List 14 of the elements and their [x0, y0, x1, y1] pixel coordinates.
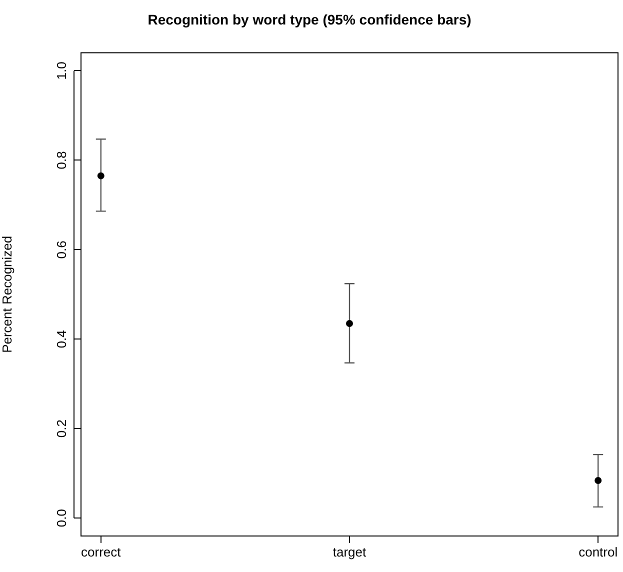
y-tick-label: 1.0: [54, 62, 70, 80]
x-tick-label: control: [578, 544, 618, 560]
point: [97, 172, 104, 180]
chart-title: Recognition by word type (95% confidence bars): [148, 11, 472, 28]
y-tick-label: 0.4: [54, 330, 70, 348]
x-tick-label: target: [332, 544, 367, 560]
x-tick-label: correct: [81, 544, 122, 560]
y-tick-label: 0.0: [54, 509, 70, 528]
point: [594, 477, 602, 484]
y-tick-label: 0.6: [54, 240, 70, 259]
y-tick-label: 0.2: [54, 420, 70, 438]
y-axis-title: Percent Recognized: [0, 236, 14, 353]
y-tick-label: 0.8: [54, 151, 70, 170]
point: [346, 320, 353, 327]
